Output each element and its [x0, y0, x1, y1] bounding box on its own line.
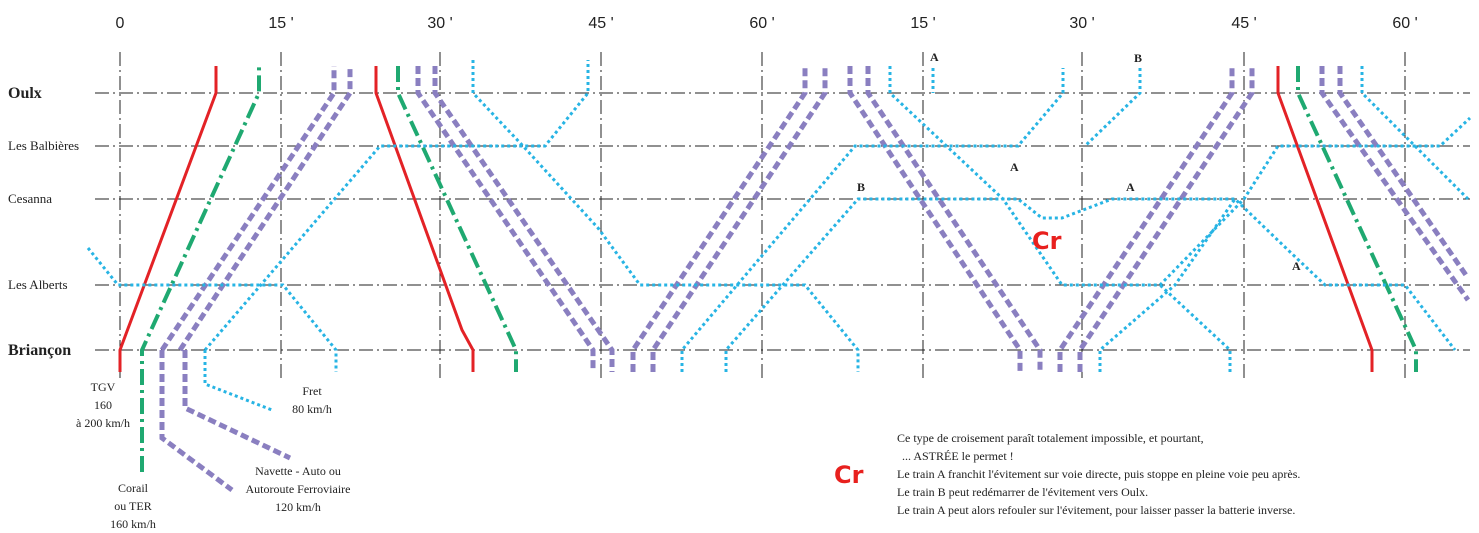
time-tick: 15 '	[268, 15, 293, 32]
legend-tgv-line: TGV	[91, 380, 116, 394]
time-tick: 30 '	[427, 15, 452, 32]
note-line: Le train B peut redémarrer de l'évitemen…	[897, 485, 1148, 499]
legend-navette-line: Autoroute Ferroviaire	[246, 482, 351, 496]
legend-ter-line: ou TER	[114, 499, 151, 513]
ter-paths	[140, 66, 1418, 472]
marker-b: B	[857, 180, 865, 194]
fret-path	[203, 60, 590, 351]
marker-a: A	[1126, 180, 1135, 194]
navette-path	[177, 66, 353, 352]
note-line: Le train A peut alors refouler sur l'évi…	[897, 503, 1295, 517]
time-tick: 45 '	[588, 15, 613, 32]
marker-a: A	[1292, 259, 1301, 273]
navette-path	[415, 66, 596, 372]
legend-tgv-line: 160	[94, 398, 112, 412]
station-briancon: Briançon	[8, 342, 71, 359]
fret-path	[680, 68, 1065, 372]
navette-path	[650, 66, 828, 372]
station-oulx: Oulx	[8, 85, 42, 102]
navette-path	[159, 350, 234, 493]
navette-path	[847, 66, 1023, 372]
navette-path	[865, 66, 1043, 372]
time-tick: 60 '	[1392, 15, 1417, 32]
time-tick: 45 '	[1231, 15, 1256, 32]
tgv-path	[118, 66, 218, 372]
fret-path	[888, 66, 1472, 287]
navette-path	[1319, 66, 1471, 302]
time-tick: 0	[116, 15, 125, 32]
navette-path	[182, 350, 292, 461]
marker-a: A	[1010, 160, 1019, 174]
grid	[95, 52, 1470, 380]
station-labels: Oulx Les Balbières Cesanna Les Alberts B…	[8, 85, 79, 359]
fret-path	[203, 350, 273, 412]
legend-tgv-line: à 200 km/h	[76, 416, 130, 430]
navette-path	[630, 66, 808, 372]
time-axis: 0 15 ' 30 ' 45 ' 60 ' 15 ' 30 ' 45 ' 60 …	[116, 15, 1418, 32]
station-cesanna: Cesanna	[8, 191, 52, 206]
legend: TGV 160 à 200 km/h Corail ou TER 160 km/…	[76, 380, 350, 531]
marker-b: B	[1134, 51, 1142, 65]
note-line: Ce type de croisement paraît totalement …	[897, 431, 1204, 445]
fret-path	[1360, 66, 1470, 201]
navette-paths	[159, 66, 1471, 493]
tgv-path	[374, 66, 475, 372]
legend-ter-line: Corail	[118, 481, 149, 495]
legend-fret-line: Fret	[302, 384, 322, 398]
legend-navette-line: Navette - Auto ou	[255, 464, 341, 478]
legend-ter-line: 160 km/h	[110, 517, 156, 531]
ter-path	[396, 66, 518, 372]
ter-path	[140, 66, 261, 472]
fret-path	[1158, 283, 1232, 372]
time-tick: 15 '	[910, 15, 935, 32]
legend-navette-line: 120 km/h	[275, 500, 321, 514]
navette-path	[1337, 66, 1471, 280]
note-line: Le train A franchit l'évitement sur voie…	[897, 467, 1300, 481]
explanation-note: Cr Ce type de croisement paraît totaleme…	[834, 431, 1300, 517]
fret-path	[1083, 68, 1142, 148]
fret-paths	[86, 60, 1472, 412]
marker-a: A	[930, 50, 939, 64]
crossing-marker-cr: Cr	[1032, 227, 1062, 255]
note-cr-marker: Cr	[834, 461, 864, 489]
markers: A B A B A A Cr	[857, 50, 1301, 273]
time-tick: 30 '	[1069, 15, 1094, 32]
time-tick: 60 '	[749, 15, 774, 32]
navette-path	[1077, 66, 1255, 372]
tgv-path	[1276, 66, 1374, 372]
fret-path	[86, 247, 338, 372]
fret-path	[471, 60, 860, 372]
legend-fret-line: 80 km/h	[292, 402, 332, 416]
tgv-paths	[118, 66, 1374, 372]
navette-path	[432, 66, 615, 372]
navette-path	[159, 66, 337, 352]
station-les-balbieres: Les Balbières	[8, 138, 79, 153]
station-les-alberts: Les Alberts	[8, 277, 68, 292]
ter-path	[1296, 66, 1418, 372]
note-line: ... ASTRÉE le permet !	[902, 449, 1014, 463]
